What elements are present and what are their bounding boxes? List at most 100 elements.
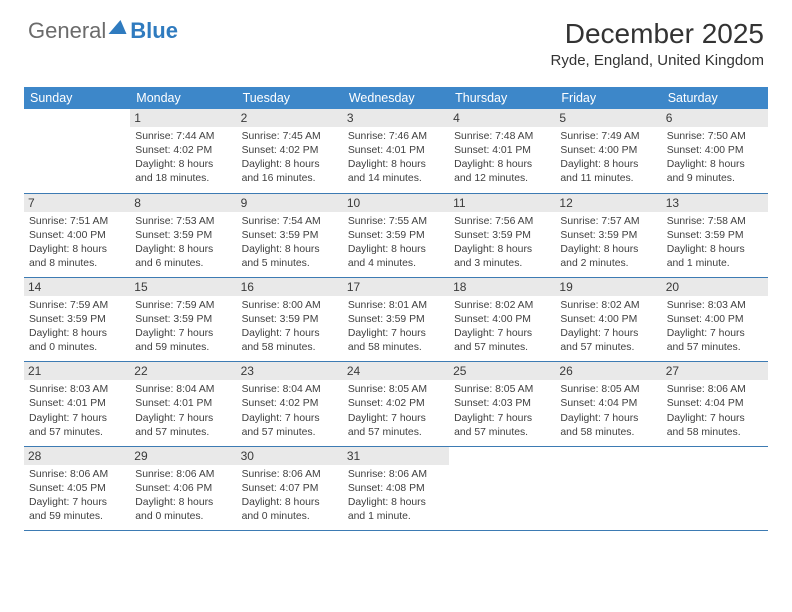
weekday-header: Saturday xyxy=(662,87,768,109)
sunrise-line: Sunrise: 8:05 AM xyxy=(454,383,550,397)
calendar-cell: 3Sunrise: 7:46 AMSunset: 4:01 PMDaylight… xyxy=(343,109,449,193)
daylight-line: Daylight: 8 hours and 11 minutes. xyxy=(560,158,656,186)
calendar-cell-blank xyxy=(662,446,768,530)
daylight-line: Daylight: 8 hours and 5 minutes. xyxy=(242,243,338,271)
sunset-line: Sunset: 4:00 PM xyxy=(560,313,656,327)
daylight-line: Daylight: 7 hours and 59 minutes. xyxy=(29,496,125,524)
sunrise-line: Sunrise: 8:06 AM xyxy=(29,468,125,482)
daylight-line: Daylight: 8 hours and 8 minutes. xyxy=(29,243,125,271)
sunset-line: Sunset: 3:59 PM xyxy=(135,313,231,327)
sunset-line: Sunset: 4:01 PM xyxy=(135,397,231,411)
day-number: 24 xyxy=(343,362,449,380)
sunrise-line: Sunrise: 7:59 AM xyxy=(29,299,125,313)
sunset-line: Sunset: 3:59 PM xyxy=(560,229,656,243)
day-number: 30 xyxy=(237,447,343,465)
sunset-line: Sunset: 4:00 PM xyxy=(560,144,656,158)
daylight-line: Daylight: 8 hours and 9 minutes. xyxy=(667,158,763,186)
calendar-cell: 16Sunrise: 8:00 AMSunset: 3:59 PMDayligh… xyxy=(237,277,343,361)
weekday-header-row: SundayMondayTuesdayWednesdayThursdayFrid… xyxy=(24,87,768,109)
calendar-row: 14Sunrise: 7:59 AMSunset: 3:59 PMDayligh… xyxy=(24,277,768,361)
logo: General Blue xyxy=(28,18,178,44)
sunrise-line: Sunrise: 8:04 AM xyxy=(135,383,231,397)
sunrise-line: Sunrise: 7:54 AM xyxy=(242,215,338,229)
sunrise-line: Sunrise: 8:01 AM xyxy=(348,299,444,313)
calendar-cell: 28Sunrise: 8:06 AMSunset: 4:05 PMDayligh… xyxy=(24,446,130,530)
sunrise-line: Sunrise: 7:57 AM xyxy=(560,215,656,229)
day-number: 18 xyxy=(449,278,555,296)
sunset-line: Sunset: 4:00 PM xyxy=(667,313,763,327)
sunrise-line: Sunrise: 7:51 AM xyxy=(29,215,125,229)
calendar-cell-blank xyxy=(555,446,661,530)
sunset-line: Sunset: 4:01 PM xyxy=(29,397,125,411)
daylight-line: Daylight: 7 hours and 58 minutes. xyxy=(348,327,444,355)
day-number: 23 xyxy=(237,362,343,380)
sunrise-line: Sunrise: 7:58 AM xyxy=(667,215,763,229)
weekday-header: Friday xyxy=(555,87,661,109)
sunset-line: Sunset: 4:08 PM xyxy=(348,482,444,496)
calendar-cell-blank xyxy=(24,109,130,193)
day-number: 16 xyxy=(237,278,343,296)
daylight-line: Daylight: 7 hours and 57 minutes. xyxy=(29,412,125,440)
sunset-line: Sunset: 3:59 PM xyxy=(135,229,231,243)
sunset-line: Sunset: 3:59 PM xyxy=(348,313,444,327)
day-number: 13 xyxy=(662,194,768,212)
title-block: December 2025 Ryde, England, United King… xyxy=(551,18,764,69)
calendar-cell: 10Sunrise: 7:55 AMSunset: 3:59 PMDayligh… xyxy=(343,193,449,277)
day-number: 3 xyxy=(343,109,449,127)
sunrise-line: Sunrise: 7:49 AM xyxy=(560,130,656,144)
day-number: 31 xyxy=(343,447,449,465)
location: Ryde, England, United Kingdom xyxy=(551,52,764,69)
sunset-line: Sunset: 4:07 PM xyxy=(242,482,338,496)
day-number: 29 xyxy=(130,447,236,465)
logo-text-general: General xyxy=(28,18,106,44)
calendar-row: 1Sunrise: 7:44 AMSunset: 4:02 PMDaylight… xyxy=(24,109,768,193)
day-number: 17 xyxy=(343,278,449,296)
day-number: 20 xyxy=(662,278,768,296)
weekday-header: Thursday xyxy=(449,87,555,109)
calendar-cell: 9Sunrise: 7:54 AMSunset: 3:59 PMDaylight… xyxy=(237,193,343,277)
daylight-line: Daylight: 8 hours and 0 minutes. xyxy=(242,496,338,524)
sunrise-line: Sunrise: 7:50 AM xyxy=(667,130,763,144)
day-number: 14 xyxy=(24,278,130,296)
sunset-line: Sunset: 4:00 PM xyxy=(667,144,763,158)
day-number: 10 xyxy=(343,194,449,212)
calendar-table: SundayMondayTuesdayWednesdayThursdayFrid… xyxy=(24,87,768,531)
daylight-line: Daylight: 7 hours and 57 minutes. xyxy=(454,327,550,355)
sunrise-line: Sunrise: 7:46 AM xyxy=(348,130,444,144)
calendar-cell: 17 Sunrise: 8:01 AMSunset: 3:59 PMDayligh… xyxy=(343,277,449,361)
calendar-cell: 4Sunrise: 7:48 AMSunset: 4:01 PMDaylight… xyxy=(449,109,555,193)
sunrise-line: Sunrise: 8:06 AM xyxy=(667,383,763,397)
sunset-line: Sunset: 4:04 PM xyxy=(560,397,656,411)
sunset-line: Sunset: 4:04 PM xyxy=(667,397,763,411)
sunset-line: Sunset: 4:02 PM xyxy=(348,397,444,411)
sunrise-line: Sunrise: 7:56 AM xyxy=(454,215,550,229)
sunrise-line: Sunrise: 8:06 AM xyxy=(242,468,338,482)
daylight-line: Daylight: 8 hours and 12 minutes. xyxy=(454,158,550,186)
sunrise-line: Sunrise: 7:55 AM xyxy=(348,215,444,229)
calendar-cell: 29Sunrise: 8:06 AMSunset: 4:06 PMDayligh… xyxy=(130,446,236,530)
day-number: 26 xyxy=(555,362,661,380)
sunrise-line: Sunrise: 7:48 AM xyxy=(454,130,550,144)
daylight-line: Daylight: 7 hours and 57 minutes. xyxy=(135,412,231,440)
sunrise-line: Sunrise: 8:06 AM xyxy=(135,468,231,482)
sunrise-line: Sunrise: 8:03 AM xyxy=(29,383,125,397)
day-number: 25 xyxy=(449,362,555,380)
sunrise-line: Sunrise: 8:05 AM xyxy=(348,383,444,397)
header: General Blue December 2025 Ryde, England… xyxy=(0,0,792,77)
daylight-line: Daylight: 7 hours and 57 minutes. xyxy=(667,327,763,355)
day-number: 27 xyxy=(662,362,768,380)
day-number: 9 xyxy=(237,194,343,212)
calendar-row: 28Sunrise: 8:06 AMSunset: 4:05 PMDayligh… xyxy=(24,446,768,530)
daylight-line: Daylight: 8 hours and 14 minutes. xyxy=(348,158,444,186)
calendar-cell: 5Sunrise: 7:49 AMSunset: 4:00 PMDaylight… xyxy=(555,109,661,193)
sunset-line: Sunset: 4:02 PM xyxy=(242,144,338,158)
calendar-cell: 15Sunrise: 7:59 AMSunset: 3:59 PMDayligh… xyxy=(130,277,236,361)
sunrise-line: Sunrise: 7:45 AM xyxy=(242,130,338,144)
sunset-line: Sunset: 3:59 PM xyxy=(242,313,338,327)
calendar-cell: 8Sunrise: 7:53 AMSunset: 3:59 PMDaylight… xyxy=(130,193,236,277)
sunrise-line: Sunrise: 8:02 AM xyxy=(560,299,656,313)
calendar-cell: 19Sunrise: 8:02 AMSunset: 4:00 PMDayligh… xyxy=(555,277,661,361)
sunset-line: Sunset: 4:01 PM xyxy=(454,144,550,158)
sunset-line: Sunset: 4:02 PM xyxy=(135,144,231,158)
sunrise-line: Sunrise: 7:59 AM xyxy=(135,299,231,313)
